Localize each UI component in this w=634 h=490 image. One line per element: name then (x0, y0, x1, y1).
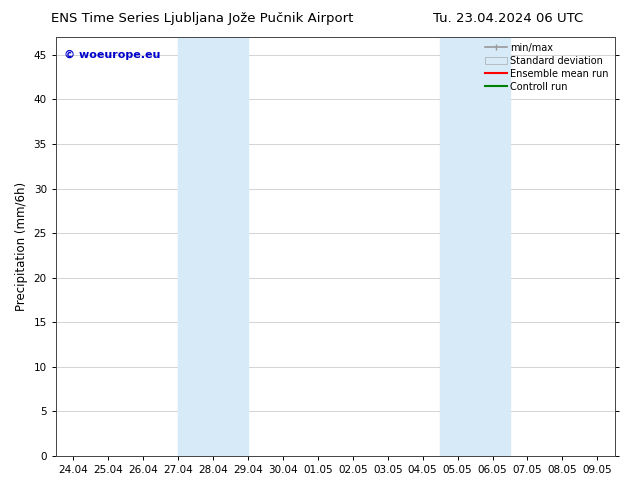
Bar (440, 37, 510, 456)
Legend: min/max, Standard deviation, Ensemble mean run, Controll run: min/max, Standard deviation, Ensemble me… (481, 39, 613, 96)
Text: © woeurope.eu: © woeurope.eu (64, 49, 160, 60)
Text: Tu. 23.04.2024 06 UTC: Tu. 23.04.2024 06 UTC (433, 12, 583, 25)
Y-axis label: Precipitation (mm/6h): Precipitation (mm/6h) (15, 182, 28, 311)
Bar (178, 37, 248, 456)
Text: ENS Time Series Ljubljana Jože Pučnik Airport: ENS Time Series Ljubljana Jože Pučnik Ai… (51, 12, 353, 25)
